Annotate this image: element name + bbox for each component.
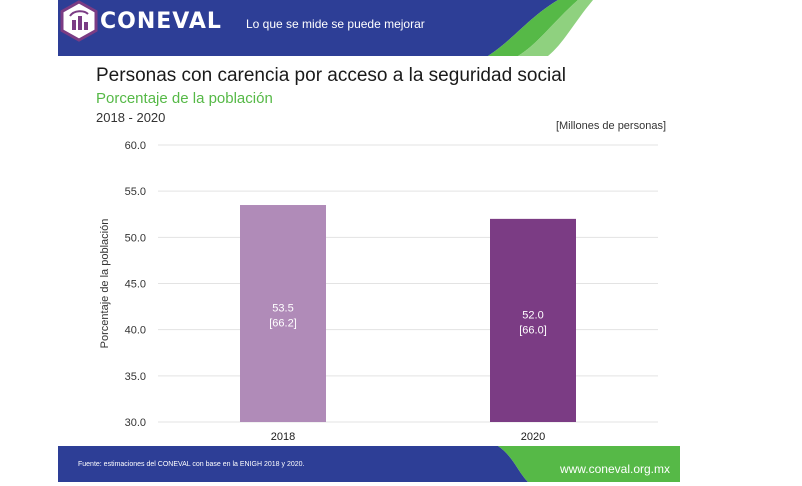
footer-background xyxy=(58,446,680,482)
x-tick-label: 2020 xyxy=(521,431,545,443)
website-link[interactable]: www.coneval.org.mx xyxy=(559,462,670,476)
y-tick-label: 60.0 xyxy=(125,140,146,152)
chart-years: 2018 - 2020 xyxy=(96,110,166,125)
x-tick-label: 2018 xyxy=(271,431,295,443)
chart-subtitle: Porcentaje de la población xyxy=(96,90,273,107)
slide: CONEVAL Lo que se mide se puede mejorar … xyxy=(58,0,680,486)
source-note: Fuente: estimaciones del CONEVAL con bas… xyxy=(78,461,305,468)
coneval-hexagon-icon xyxy=(60,0,98,42)
bar-millions-label: [66.2] xyxy=(269,318,297,330)
header-background xyxy=(58,0,680,56)
y-tick-label: 35.0 xyxy=(125,371,146,383)
y-tick-label: 40.0 xyxy=(125,325,146,337)
bar-millions-label: [66.0] xyxy=(519,324,547,336)
coneval-logo: CONEVAL xyxy=(100,9,222,34)
y-axis-label: Porcentaje de la población xyxy=(99,219,111,349)
header-banner: CONEVAL Lo que se mide se puede mejorar xyxy=(58,0,680,56)
bar-value-label: 52.0 xyxy=(522,309,543,321)
y-tick-label: 50.0 xyxy=(125,232,146,244)
footer-banner: Fuente: estimaciones del CONEVAL con bas… xyxy=(58,446,680,482)
bar-value-label: 53.5 xyxy=(272,303,293,315)
bar-2020 xyxy=(490,218,576,422)
units-note: [Millones de personas] xyxy=(555,120,666,132)
y-tick-label: 45.0 xyxy=(125,279,146,291)
bar-chart: 60.0 55.0 50.0 45.0 40.0 35.0 30.0 Porcentaje d… xyxy=(99,140,658,443)
y-tick-label: 55.0 xyxy=(125,186,146,198)
chart-title: Personas con carencia por acceso a la se… xyxy=(96,65,566,86)
bar-2018 xyxy=(240,205,326,422)
header-tagline: Lo que se mide se puede mejorar xyxy=(246,17,425,31)
y-tick-label: 30.0 xyxy=(125,417,146,429)
